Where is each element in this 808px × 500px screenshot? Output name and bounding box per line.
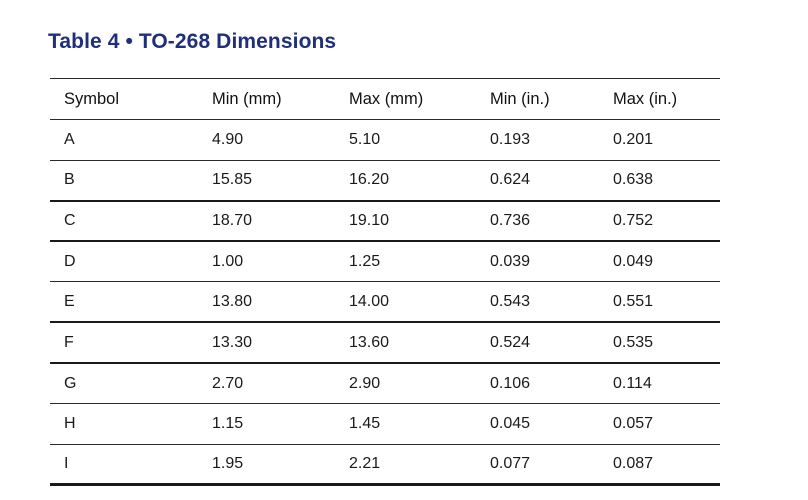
cell-min-in: 0.524 [490,333,531,351]
cell-max-in: 0.114 [613,374,652,392]
cell-max-in: 0.057 [613,414,654,432]
cell-max-in: 0.201 [613,130,654,148]
column-header-min-mm: Min (mm) [212,89,282,108]
cell-max-mm: 1.45 [349,414,381,432]
cell-min-mm: 1.00 [212,252,244,270]
column-header-max-in: Max (in.) [613,89,678,108]
cell-max-mm: 19.10 [349,211,390,229]
cell-max-mm: 2.90 [349,374,381,392]
cell-symbol: H [64,414,76,432]
cell-symbol: B [64,171,75,189]
dimensions-table: Symbol Min (mm) Max (mm) Min (in.) Max (… [50,78,720,486]
cell-max-mm: 5.10 [349,130,381,148]
cell-min-mm: 1.95 [212,455,244,473]
cell-max-mm: 13.60 [349,333,390,351]
cell-min-in: 0.077 [490,455,531,473]
table-row: E 13.80 14.00 0.543 0.551 [50,282,720,323]
cell-min-in: 0.193 [490,130,531,148]
column-header-symbol: Symbol [64,89,120,108]
cell-max-mm: 16.20 [349,171,390,189]
table-row: I 1.95 2.21 0.077 0.087 [50,444,720,485]
cell-min-mm: 4.90 [212,130,244,148]
cell-min-mm: 13.30 [212,333,253,351]
cell-max-mm: 1.25 [349,252,381,270]
cell-min-in: 0.736 [490,211,531,229]
table-row: G 2.70 2.90 0.106 0.114 [50,363,720,404]
cell-symbol: E [64,292,75,310]
cell-symbol: D [64,252,76,270]
cell-symbol: A [64,130,75,148]
cell-max-in: 0.551 [613,292,654,310]
cell-max-in: 0.638 [613,171,654,189]
cell-min-mm: 1.15 [212,414,244,432]
table-row: C 18.70 19.10 0.736 0.752 [50,201,720,242]
cell-symbol: C [64,211,76,229]
cell-max-mm: 2.21 [349,455,381,473]
cell-symbol: F [64,333,74,351]
cell-symbol: I [64,455,69,473]
table-title: Table 4 • TO-268 Dimensions [48,30,337,53]
cell-min-mm: 2.70 [212,374,244,392]
column-header-min-in: Min (in.) [490,89,550,108]
cell-min-mm: 18.70 [212,211,253,229]
cell-max-in: 0.049 [613,252,654,270]
cell-min-in: 0.624 [490,171,531,189]
cell-max-mm: 14.00 [349,292,390,310]
table-row: A 4.90 5.10 0.193 0.201 [50,120,720,161]
cell-min-mm: 13.80 [212,292,253,310]
cell-max-in: 0.087 [613,455,654,473]
table-row: F 13.30 13.60 0.524 0.535 [50,322,720,364]
cell-min-mm: 15.85 [212,171,253,189]
cell-max-in: 0.752 [613,211,654,229]
cell-min-in: 0.543 [490,292,531,310]
table-row: B 15.85 16.20 0.624 0.638 [50,160,720,201]
table-header-row: Symbol Min (mm) Max (mm) Min (in.) Max (… [50,78,720,120]
table-row: D 1.00 1.25 0.039 0.049 [50,241,720,282]
cell-min-in: 0.106 [490,374,531,392]
cell-max-in: 0.535 [613,333,654,351]
cell-symbol: G [64,374,77,392]
cell-min-in: 0.039 [490,252,531,270]
cell-min-in: 0.045 [490,414,531,432]
column-header-max-mm: Max (mm) [349,89,424,108]
table-row: H 1.15 1.45 0.045 0.057 [50,404,720,445]
